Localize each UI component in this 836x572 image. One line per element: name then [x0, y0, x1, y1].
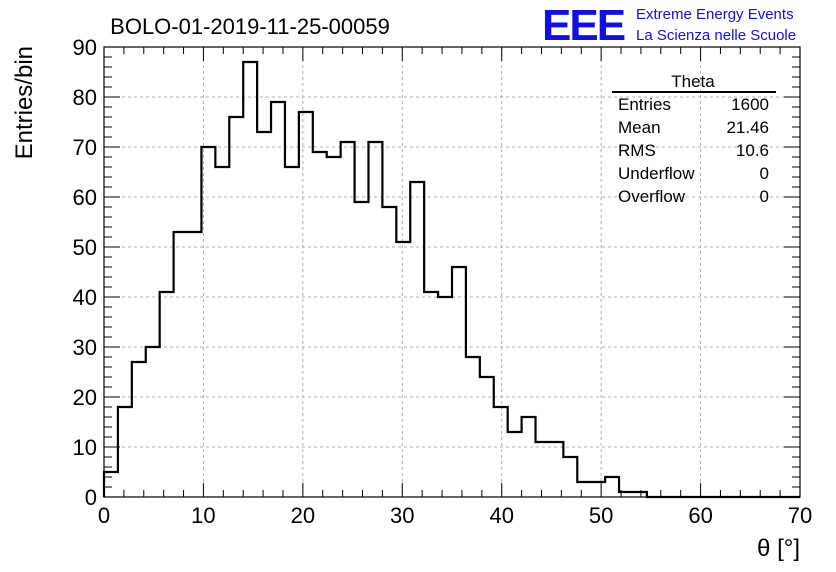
y-tick-label: 70: [73, 135, 97, 160]
x-tick-label: 50: [589, 503, 613, 528]
x-tick-label: 60: [688, 503, 712, 528]
stats-value: 10.6: [736, 141, 769, 160]
x-tick-label: 10: [191, 503, 215, 528]
y-tick-label: 30: [73, 335, 97, 360]
x-tick-label: 0: [98, 503, 110, 528]
x-tick-label: 40: [489, 503, 513, 528]
y-axis-label: Entries/bin: [11, 46, 38, 159]
stats-label: Overflow: [618, 187, 686, 206]
stats-rows: Entries 1600 Mean 21.46 RMS 10.6 Underflow 0 Ove…: [618, 95, 769, 206]
x-axis-label: θ [°]: [757, 535, 800, 562]
y-tick-label: 80: [73, 85, 97, 110]
stats-value: 1600: [731, 95, 769, 114]
histogram-series: [102, 60, 800, 499]
x-tick-label: 70: [788, 503, 812, 528]
stats-value: 0: [760, 164, 769, 183]
stats-box: Theta Entries 1600 Mean 21.46 RMS 10.6 Underfl…: [612, 72, 776, 206]
stats-title: Theta: [671, 72, 715, 91]
axis-ticks: [103, 46, 801, 498]
stats-label: Mean: [618, 118, 661, 137]
y-tick-label: 90: [73, 35, 97, 60]
stats-label: Underflow: [618, 164, 695, 183]
stats-label: RMS: [618, 141, 656, 160]
stats-value: 0: [760, 187, 769, 206]
y-tick-label: 0: [85, 485, 97, 510]
logo-line-1: Extreme Energy Events: [636, 6, 794, 23]
x-tick-label: 30: [390, 503, 414, 528]
y-tick-label: 10: [73, 435, 97, 460]
stats-label: Entries: [618, 95, 671, 114]
x-tick-label: 20: [291, 503, 315, 528]
eee-logo: EEE Extreme Energy Events La Scienza nel…: [542, 1, 796, 50]
y-tick-label: 60: [73, 185, 97, 210]
x-tick-labels: 0 10 20 30 40 50 60 70: [98, 503, 812, 528]
y-tick-labels: 0 10 20 30 40 50 60 70 80 90: [73, 35, 97, 510]
logo-line-2: La Scienza nelle Scuole: [636, 27, 796, 44]
plot-frame: [103, 46, 801, 498]
y-tick-label: 50: [73, 235, 97, 260]
stats-value: 21.46: [726, 118, 769, 137]
y-tick-label: 40: [73, 285, 97, 310]
chart-title: BOLO-01-2019-11-25-00059: [110, 14, 390, 39]
logo-mark: EEE: [542, 1, 625, 50]
y-tick-label: 20: [73, 385, 97, 410]
